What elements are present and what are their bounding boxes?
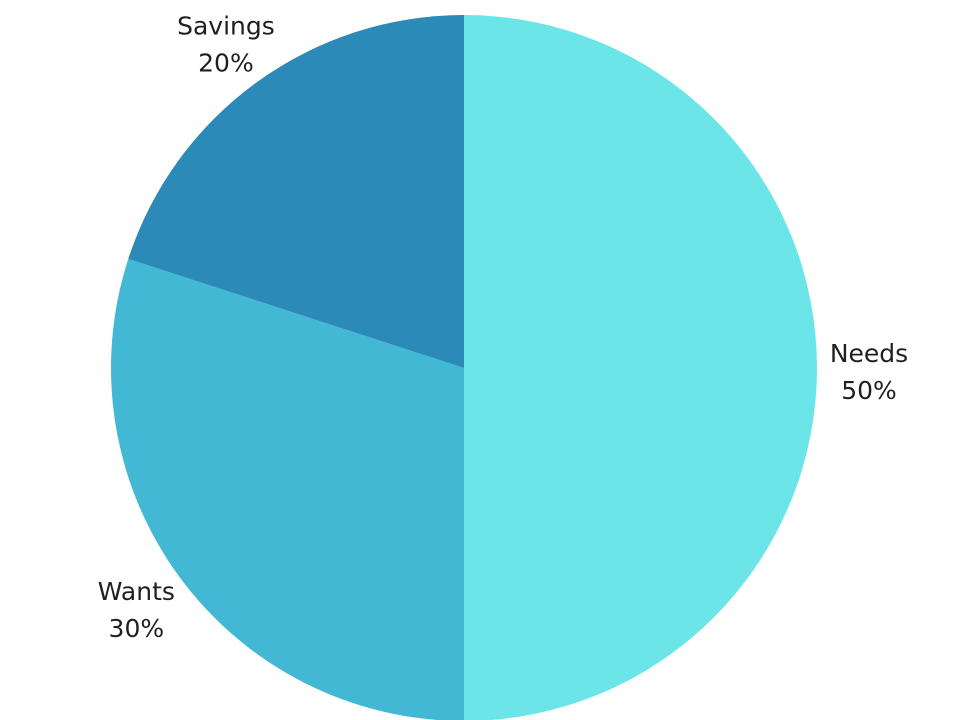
slice-label-needs: Needs — [830, 339, 908, 368]
labels-layer: Needs 50% Wants 30% Savings 20% — [98, 11, 908, 643]
pie-slice-wants — [111, 258, 464, 720]
slice-percent-savings: 20% — [198, 48, 254, 77]
slice-percent-needs: 50% — [841, 376, 897, 405]
slice-label-wants: Wants — [98, 577, 175, 606]
slices-layer — [111, 15, 817, 720]
pie-slice-savings — [128, 15, 465, 368]
pie-slice-needs — [464, 15, 817, 720]
slice-label-savings: Savings — [177, 11, 275, 40]
slice-percent-wants: 30% — [109, 614, 165, 643]
